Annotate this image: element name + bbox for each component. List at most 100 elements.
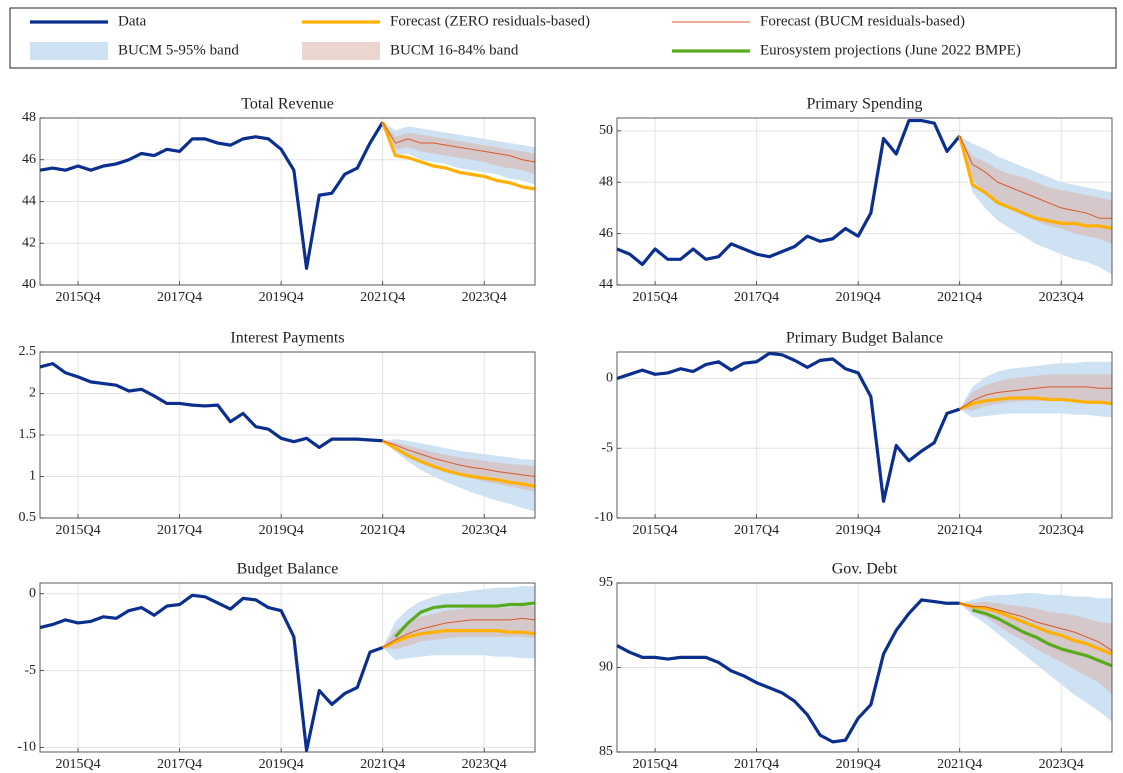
x-tick-label: 2015Q4 xyxy=(633,757,678,772)
panel-title: Gov. Debt xyxy=(832,561,898,578)
x-tick-label: 2015Q4 xyxy=(56,290,101,305)
line xyxy=(381,439,536,489)
y-tick-label: 95 xyxy=(599,575,613,590)
legend-label: Forecast (BUCM residuals-based) xyxy=(760,13,965,29)
y-tick-label: 0 xyxy=(29,586,36,601)
line xyxy=(959,396,1113,411)
y-tick-label: 48 xyxy=(599,174,613,189)
legend-label: Data xyxy=(118,13,147,29)
x-tick-label: 2017Q4 xyxy=(734,757,779,772)
panel-title: Primary Budget Balance xyxy=(786,330,943,347)
x-tick-label: 2023Q4 xyxy=(1039,290,1084,305)
x-tick-label: 2021Q4 xyxy=(360,290,405,305)
plot-frame xyxy=(39,351,536,519)
y-tick-label: 1.5 xyxy=(19,427,37,442)
legend-label: BUCM 16-84% band xyxy=(390,42,519,58)
y-tick-label: 90 xyxy=(599,660,613,675)
y-tick-label: 85 xyxy=(599,744,613,759)
panel-title: Total Revenue xyxy=(241,96,334,113)
x-tick-label: 2021Q4 xyxy=(937,757,982,772)
line xyxy=(959,601,1113,656)
legend-label: BUCM 5-95% band xyxy=(118,42,239,58)
y-tick-label: 48 xyxy=(22,110,36,125)
line xyxy=(616,118,961,267)
band xyxy=(959,374,1112,411)
plot-frame xyxy=(616,117,1113,286)
x-tick-label: 2017Q4 xyxy=(157,290,202,305)
x-tick-label: 2023Q4 xyxy=(462,290,507,305)
y-tick-label: 2 xyxy=(29,386,36,401)
panel-title: Budget Balance xyxy=(237,561,339,578)
band xyxy=(382,606,535,650)
x-tick-label: 2023Q4 xyxy=(462,523,507,538)
line xyxy=(382,440,536,477)
line xyxy=(39,121,385,270)
y-tick-label: 50 xyxy=(599,123,613,138)
x-tick-label: 2021Q4 xyxy=(360,757,405,772)
x-tick-label: 2019Q4 xyxy=(259,290,304,305)
x-tick-label: 2019Q4 xyxy=(259,523,304,538)
legend-label: Forecast (ZERO residuals-based) xyxy=(390,13,590,29)
panel: Primary Budget Balance -10 -5 0 2015Q4 2017Q4… xyxy=(594,330,1113,538)
y-tick-label: 0.5 xyxy=(19,510,37,525)
y-tick-label: -10 xyxy=(594,510,613,525)
x-tick-label: 2017Q4 xyxy=(157,523,202,538)
y-tick-label: 46 xyxy=(22,152,36,167)
panel: Interest Payments 0.5 1 1.5 2 2.5 2015Q4 2017Q4… xyxy=(19,330,536,538)
band xyxy=(959,135,1112,244)
line xyxy=(971,608,1113,668)
band xyxy=(382,122,535,175)
line xyxy=(616,351,961,503)
panel: Gov. Debt 85 90 95 2015Q4 2017Q4 2019Q4 2021Q4 2… xyxy=(599,561,1113,772)
line xyxy=(381,121,536,191)
line xyxy=(381,629,536,649)
legend-label: Eurosystem projections (June 2022 BMPE) xyxy=(760,42,1021,58)
line xyxy=(616,598,960,744)
x-tick-label: 2017Q4 xyxy=(734,523,779,538)
y-tick-label: 42 xyxy=(22,235,36,250)
y-tick-label: -10 xyxy=(17,740,36,755)
x-tick-label: 2015Q4 xyxy=(56,523,101,538)
y-tick-label: 44 xyxy=(599,277,613,292)
panel-title: Interest Payments xyxy=(230,330,344,347)
y-tick-label: 1 xyxy=(29,469,36,484)
x-tick-label: 2019Q4 xyxy=(259,757,304,772)
line xyxy=(382,617,536,648)
x-tick-label: 2023Q4 xyxy=(1039,757,1084,772)
x-tick-label: 2021Q4 xyxy=(937,523,982,538)
line xyxy=(39,362,383,450)
line xyxy=(382,121,536,163)
legend-swatch xyxy=(30,42,108,60)
x-tick-label: 2023Q4 xyxy=(462,757,507,772)
panel: Budget Balance -10 -5 0 2015Q4 2017Q4 2019Q4 20… xyxy=(17,561,536,772)
line xyxy=(39,593,384,753)
x-tick-label: 2023Q4 xyxy=(1039,523,1084,538)
x-tick-label: 2019Q4 xyxy=(836,290,881,305)
line xyxy=(959,602,1113,652)
plot-frame xyxy=(39,582,536,753)
x-tick-label: 2015Q4 xyxy=(56,757,101,772)
x-tick-label: 2017Q4 xyxy=(157,757,202,772)
legend-box xyxy=(9,7,1117,69)
line xyxy=(394,601,536,638)
x-tick-label: 2015Q4 xyxy=(633,523,678,538)
y-tick-label: 46 xyxy=(599,226,613,241)
band xyxy=(959,601,1112,695)
y-tick-label: 2.5 xyxy=(19,344,37,359)
panel: Primary Spending 44 46 48 50 2015Q4 2017Q4 2019… xyxy=(599,96,1113,305)
y-tick-label: 40 xyxy=(22,277,36,292)
x-tick-label: 2021Q4 xyxy=(360,523,405,538)
x-tick-label: 2019Q4 xyxy=(836,523,881,538)
x-tick-label: 2019Q4 xyxy=(836,757,881,772)
y-tick-label: -5 xyxy=(601,440,613,455)
legend-swatch xyxy=(302,42,380,60)
y-tick-label: 44 xyxy=(22,194,36,209)
panel-title: Primary Spending xyxy=(807,96,923,113)
x-tick-label: 2017Q4 xyxy=(734,290,779,305)
line xyxy=(959,386,1112,410)
plot-frame xyxy=(616,351,1113,519)
panel: Total Revenue 40 42 44 46 48 2015Q4 2017Q4 2019Q… xyxy=(22,96,536,305)
plot-frame xyxy=(616,582,1113,753)
y-tick-label: -5 xyxy=(24,663,36,678)
